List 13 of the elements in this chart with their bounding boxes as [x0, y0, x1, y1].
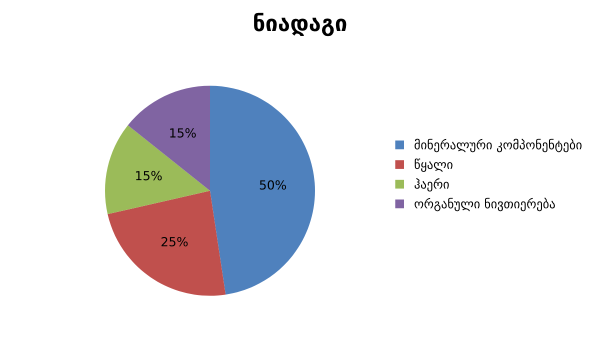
pie-slice — [210, 86, 315, 295]
data-label: 15% — [136, 170, 162, 180]
pie-slice — [128, 86, 210, 191]
pie-slice — [105, 125, 210, 214]
legend-label: წყალი — [414, 158, 452, 172]
legend-label: ორგანული ნივთიერება — [414, 198, 555, 212]
pie-slice — [108, 190, 226, 296]
data-label: 15% — [170, 128, 196, 138]
legend-label: ჰაერი — [414, 178, 449, 192]
chart-title: ნიადაგი — [254, 12, 346, 36]
legend-label: მინერალური კომპონენტები — [414, 138, 582, 152]
data-label: 25% — [162, 236, 188, 246]
data-label: 50% — [260, 180, 286, 190]
